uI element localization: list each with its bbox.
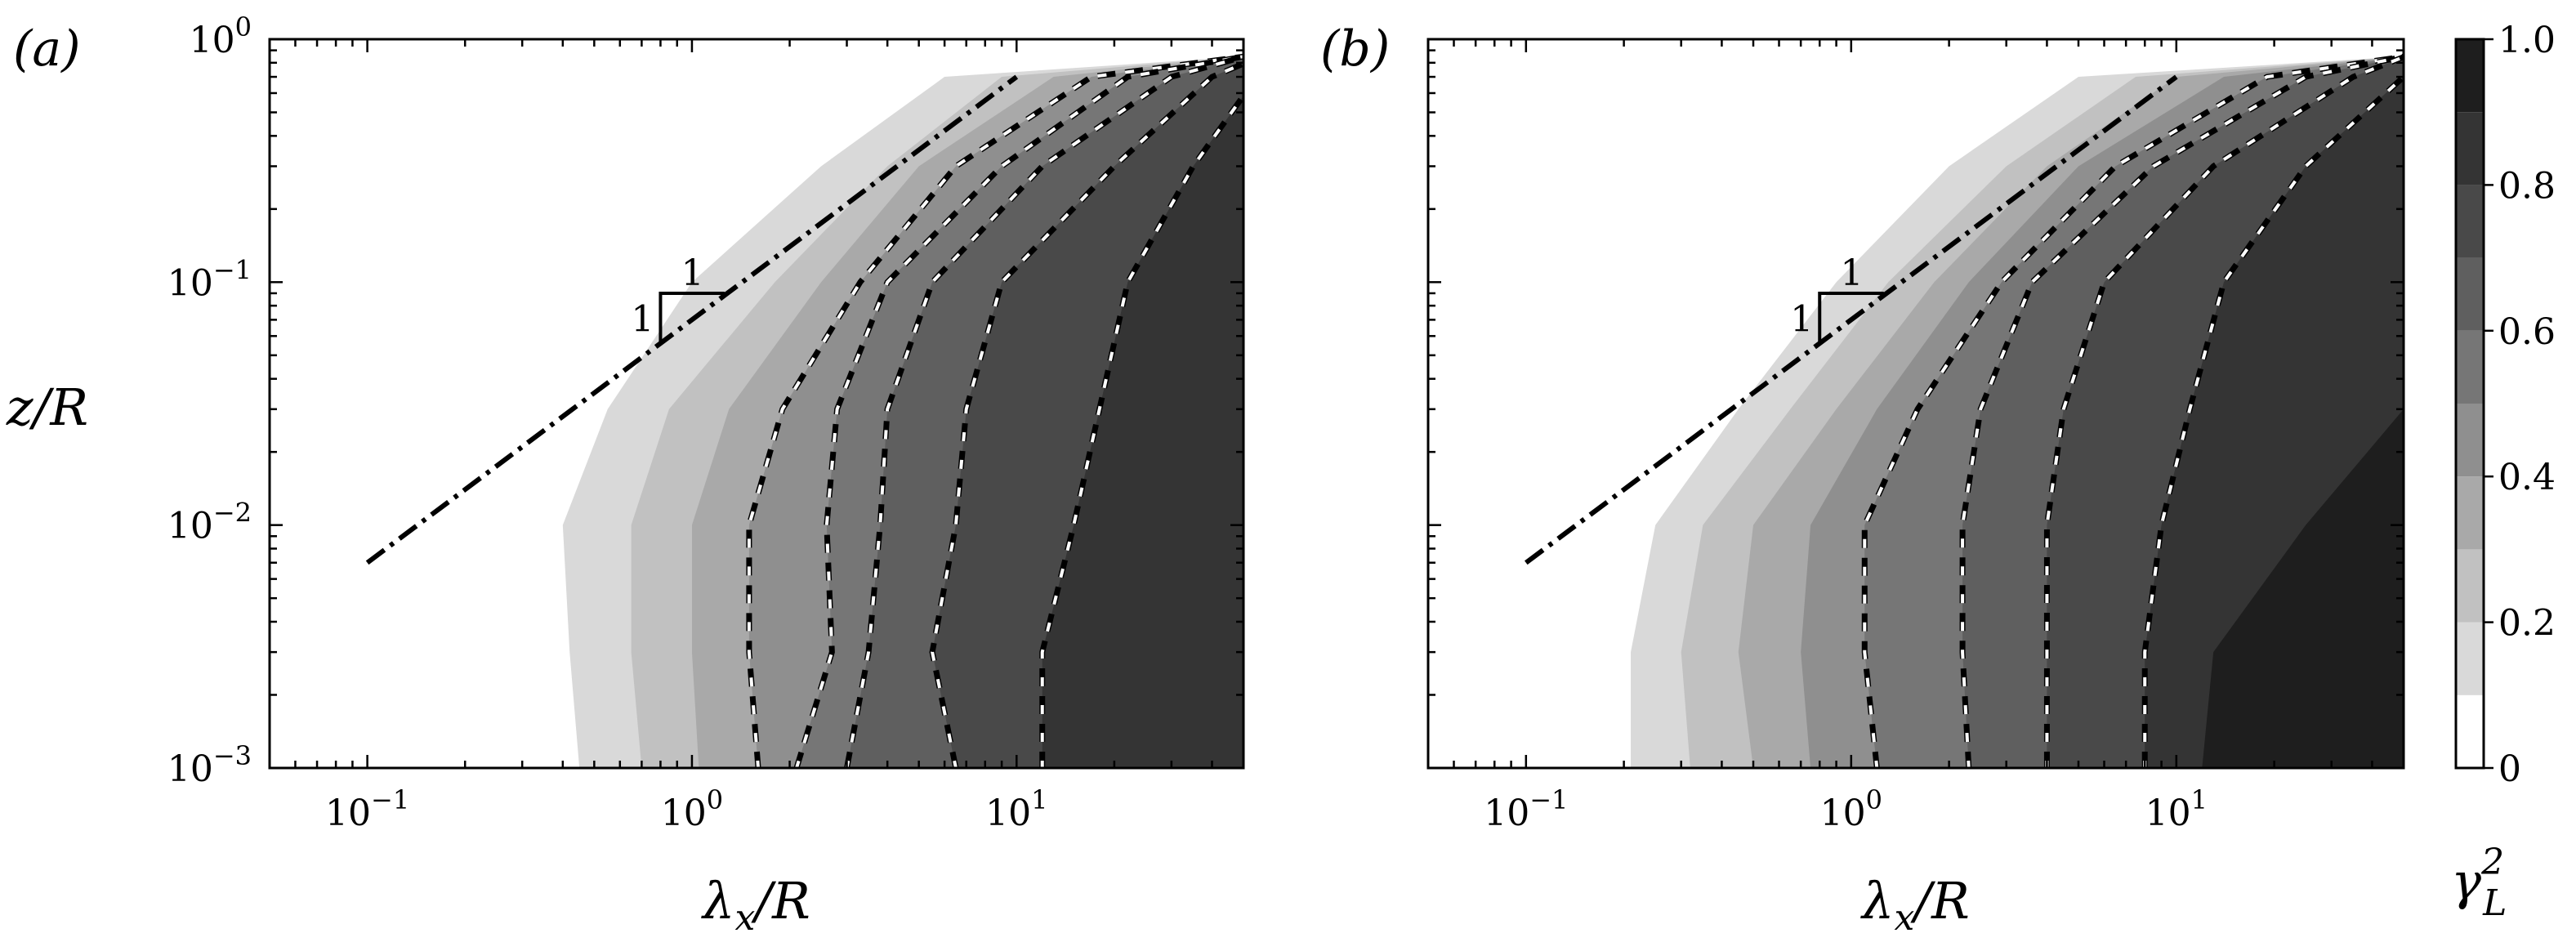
y-tick-label: 100: [190, 11, 252, 61]
colorbar-tick-label: 0.6: [2498, 311, 2556, 353]
contour-fills: [1631, 56, 2404, 768]
colorbar-frame: [2454, 38, 2485, 770]
axes-frame: [268, 38, 1245, 770]
colorbar-segment: [2456, 404, 2484, 477]
colorbar-segment: [2456, 476, 2484, 550]
contour-line-0.6-light: [1961, 55, 2404, 768]
colorbar-tick-label: 0.2: [2498, 603, 2556, 645]
slope-rise-label: 1: [631, 299, 654, 341]
axes-frame: [1426, 38, 2405, 770]
colorbar-tick-label: 0.8: [2498, 165, 2556, 207]
x-tick-label: 100: [1820, 784, 1882, 834]
colorbar-segment: [2456, 549, 2484, 623]
x-tick-label: 101: [985, 784, 1047, 834]
x-tick-label: 10−1: [325, 784, 409, 834]
colorbar-segment: [2456, 694, 2484, 768]
colorbar-segment: [2456, 622, 2484, 695]
contour-line-0.8-light: [1040, 92, 1243, 768]
colorbar-segment: [2456, 39, 2484, 113]
x-axis-label: λx/R: [1859, 871, 1970, 939]
contour-line-0.7-light: [2045, 55, 2404, 768]
x-tick-label: 101: [2145, 784, 2208, 834]
x-tick-label: 100: [661, 784, 723, 834]
dashed-contours: [1861, 53, 2404, 768]
y-axis-label: z/R: [6, 377, 88, 437]
contour-line-0.5-light: [794, 55, 1243, 768]
y-tick-label: 10−2: [167, 498, 252, 547]
contour-line-0.5-dark: [1861, 53, 2404, 768]
colorbar-tick-label: 0: [2498, 748, 2521, 790]
slope-run-label: 1: [1840, 252, 1863, 294]
slope-triangle: [659, 291, 725, 344]
slope-line: [365, 74, 1019, 565]
panel-label: (b): [1320, 20, 1390, 78]
colorbar-tick-label: 0.4: [2498, 457, 2556, 498]
y-tick-label: 10−1: [167, 254, 252, 304]
slope-rise-label: 1: [1790, 299, 1813, 341]
panel-label: (a): [13, 20, 81, 78]
colorbar-segment: [2456, 257, 2484, 331]
colorbar-label: γ2 L: [2451, 842, 2507, 924]
contour-line-0.8-light: [2143, 74, 2404, 768]
colorbar-tick-label: 1.0: [2498, 20, 2556, 61]
slope-line: [1525, 74, 2178, 565]
colorbar: 0 0.2 0.4 0.6 0.8 1.0 γ2 L: [2451, 20, 2556, 924]
dashed-contours: [746, 53, 1243, 768]
contour-level-0.9: [2202, 77, 2404, 768]
x-axis-label: λx/R: [700, 871, 810, 939]
contour-line-0.4-light: [747, 55, 1243, 768]
colorbar-segment: [2456, 330, 2484, 404]
contour-level-0.8: [1042, 96, 1243, 768]
contour-fills: [562, 56, 1243, 768]
panel-b: 11 10−1 100 101 (b) λx/R: [1320, 20, 2405, 939]
colorbar-segment: [2456, 185, 2484, 258]
contour-line-0.7-light: [931, 61, 1243, 768]
slope-triangle: [1818, 291, 1884, 344]
x-tick-label: 10−1: [1484, 784, 1568, 834]
colorbar-segment: [2456, 112, 2484, 185]
contour-line-0.6-light: [845, 55, 1243, 768]
y-tick-label: 10−3: [167, 740, 252, 790]
slope-run-label: 1: [681, 252, 704, 294]
panel-a: 11 10−1 100 101 100 10−1 10−2 10−3 (a) λx/R z/R: [6, 11, 1245, 939]
